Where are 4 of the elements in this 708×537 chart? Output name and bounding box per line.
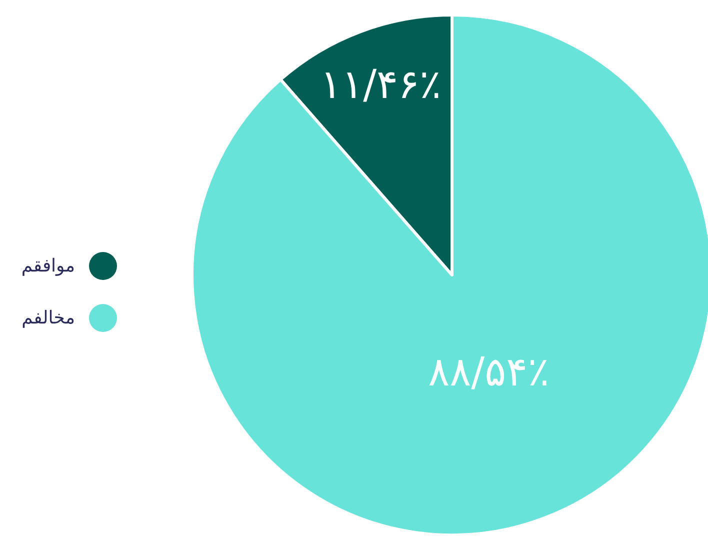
data-label: ۸۸/۵۴٪ xyxy=(428,349,550,396)
slice-label: مخالفم xyxy=(22,308,75,328)
legend-label: موافقم xyxy=(21,256,75,276)
data-label: ۱۱/۴۶٪ xyxy=(320,62,442,108)
